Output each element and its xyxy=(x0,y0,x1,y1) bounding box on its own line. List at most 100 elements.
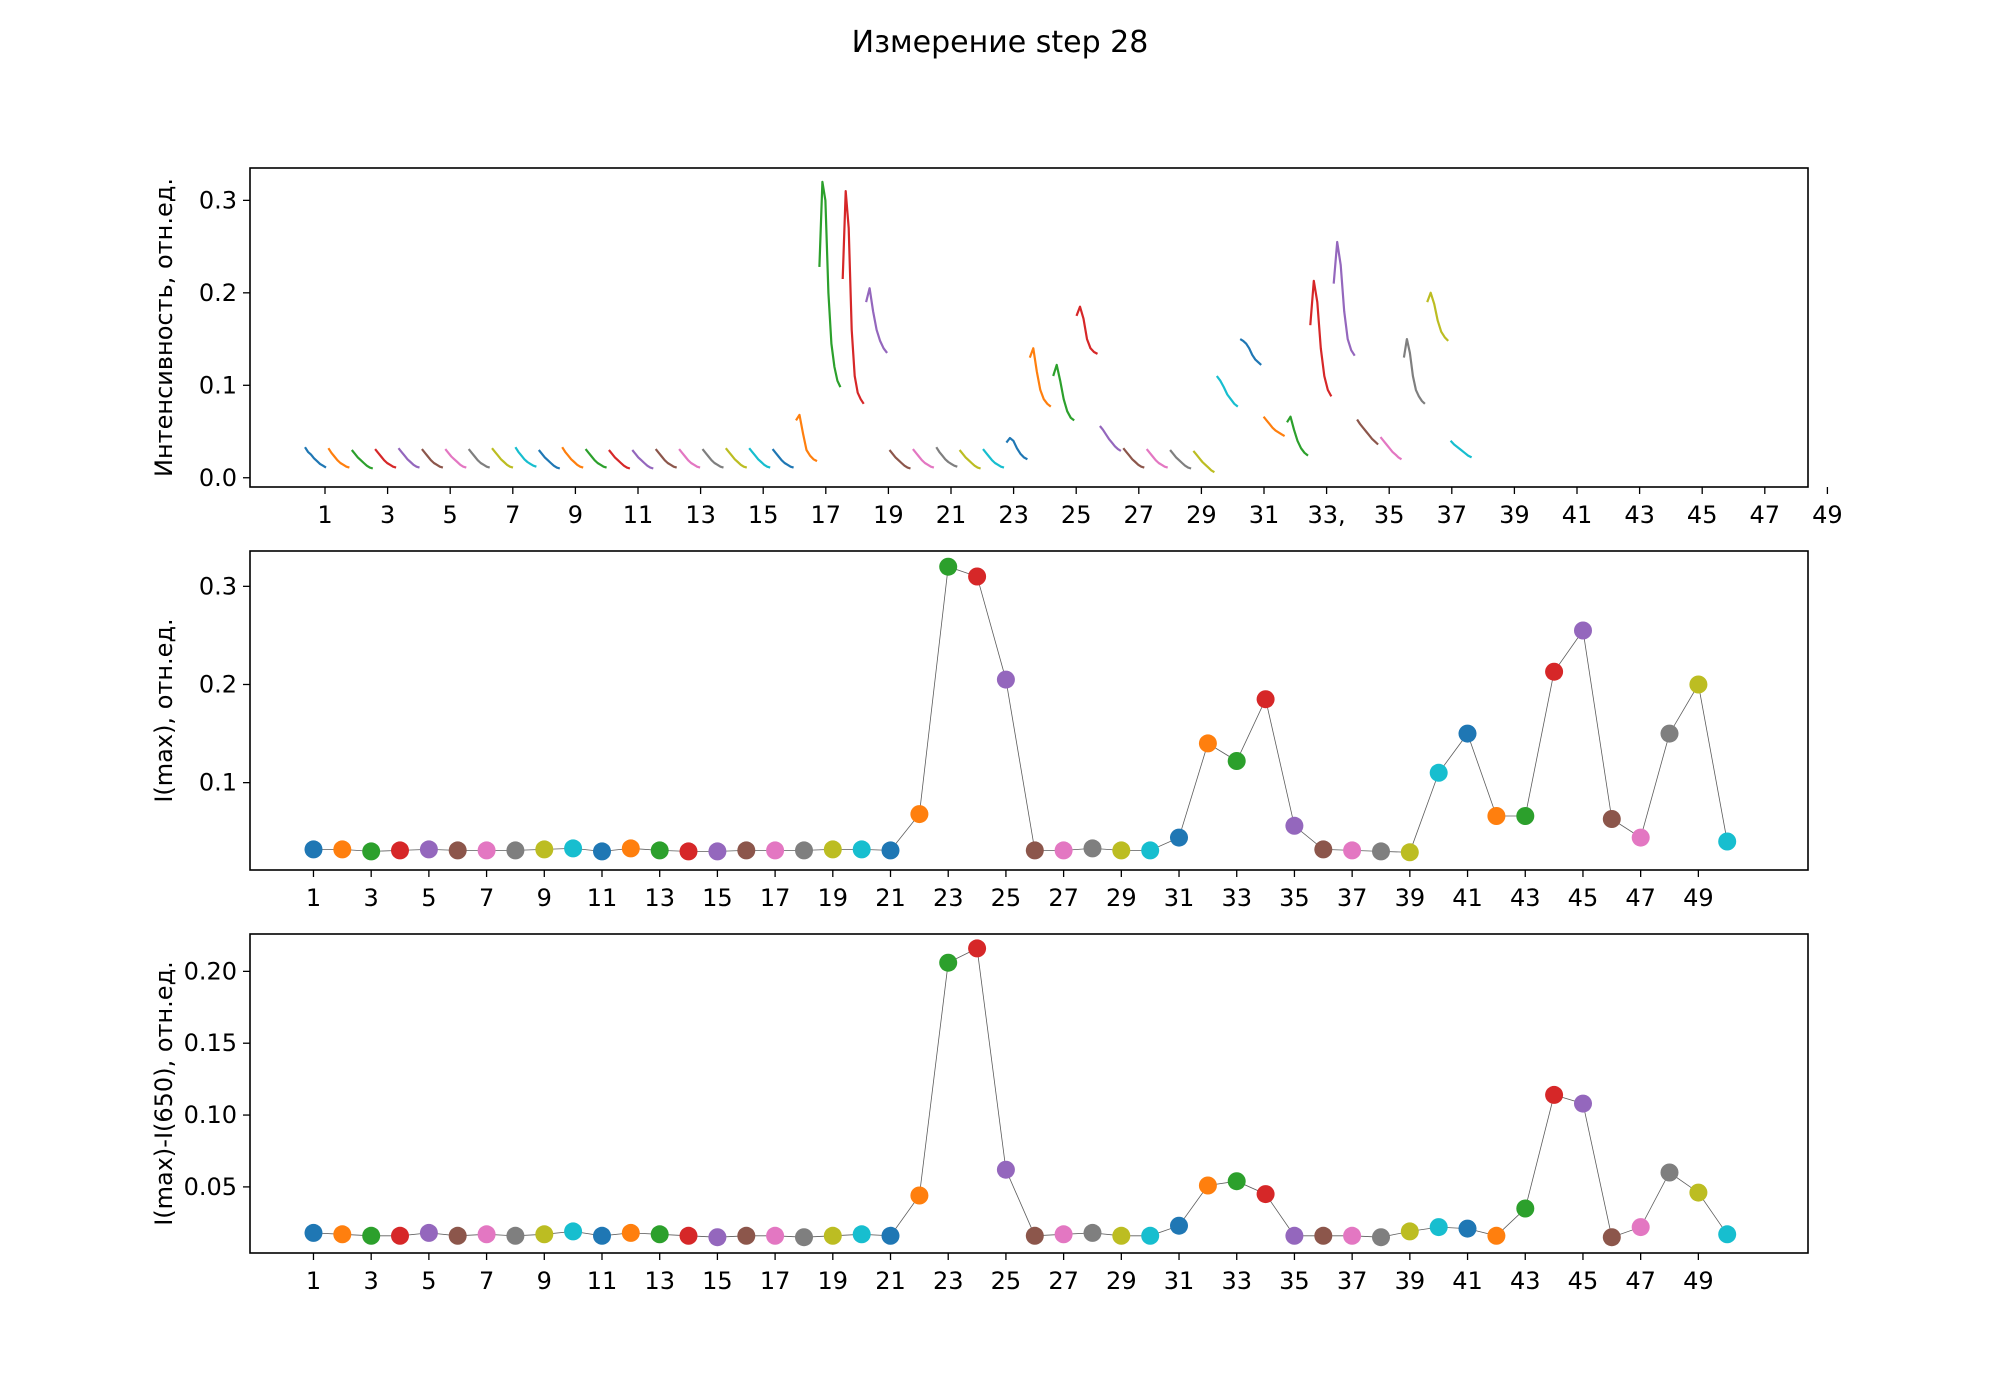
data-point xyxy=(1487,807,1506,825)
x-tick-label: 31 xyxy=(1164,884,1195,912)
y-tick-label: 0.2 xyxy=(199,670,237,698)
y-tick-label: 0.0 xyxy=(199,464,237,492)
x-tick-label: 39 xyxy=(1395,884,1426,912)
data-point xyxy=(1083,1223,1102,1242)
data-point xyxy=(1487,1226,1506,1245)
spectrum-line xyxy=(514,446,537,468)
x-tick-label: 45 xyxy=(1687,501,1718,529)
spectrum-line xyxy=(537,449,561,470)
data-point xyxy=(910,1186,929,1205)
spectrum-line xyxy=(1286,415,1309,457)
spectrum-line xyxy=(467,448,491,469)
data-point xyxy=(593,1226,611,1245)
x-tick-label: 21 xyxy=(875,884,906,912)
data-point xyxy=(737,841,756,860)
data-point xyxy=(650,841,669,860)
x-tick-label: 25 xyxy=(1061,501,1092,529)
data-point xyxy=(650,1225,669,1244)
x-tick-label: 27 xyxy=(1048,884,1079,912)
y-tick-label: 0.10 xyxy=(184,1101,237,1129)
data-point xyxy=(1631,1218,1650,1237)
x-tick-label: 41 xyxy=(1562,501,1593,529)
x-tick-label: 29 xyxy=(1186,501,1217,529)
x-tick-label: 33 xyxy=(1221,1267,1252,1295)
axes-frame xyxy=(249,167,1809,488)
data-point xyxy=(852,840,871,859)
spectrum-line xyxy=(724,447,748,469)
x-tick-label: 49 xyxy=(1812,501,1843,529)
x-tick-label: 5 xyxy=(443,501,458,529)
data-point xyxy=(1054,841,1073,860)
x-tick-label: 25 xyxy=(991,884,1022,912)
data-point xyxy=(910,805,929,824)
spectrum-line xyxy=(1052,363,1075,422)
x-tick-label: 35 xyxy=(1374,501,1405,529)
spectrum-line xyxy=(1239,338,1262,366)
x-tick-label: 37 xyxy=(1337,884,1368,912)
x-tick-label: 23 xyxy=(998,501,1029,529)
data-point xyxy=(852,1225,871,1244)
spectrum-line xyxy=(304,446,327,469)
data-point xyxy=(1458,1219,1477,1238)
data-point xyxy=(1602,1228,1621,1247)
axes-frame xyxy=(249,550,1809,871)
data-point xyxy=(1429,763,1448,782)
x-tick-label: 19 xyxy=(818,1267,849,1295)
data-point xyxy=(1256,690,1275,709)
y-tick-label: 0.2 xyxy=(199,279,237,307)
x-tick-label: 9 xyxy=(568,501,583,529)
data-point xyxy=(391,841,409,860)
x-tick-label: 35 xyxy=(1279,1267,1310,1295)
data-point xyxy=(1429,1218,1448,1237)
data-point xyxy=(766,841,785,860)
x-tick-label: 43 xyxy=(1510,1267,1541,1295)
data-point xyxy=(996,670,1015,689)
spectrum-line xyxy=(1075,305,1099,355)
data-point xyxy=(506,1226,525,1245)
data-point xyxy=(1141,841,1160,860)
axes-frame xyxy=(249,933,1809,1254)
spectrum-line xyxy=(818,180,842,388)
x-tick-label: 37 xyxy=(1337,1267,1368,1295)
data-point xyxy=(679,1226,698,1245)
spectrum-line xyxy=(1122,447,1145,469)
y-tick-label: 0.3 xyxy=(199,572,237,600)
x-tick-label: 7 xyxy=(479,1267,494,1295)
data-point xyxy=(506,841,525,860)
x-tick-label: 47 xyxy=(1625,1267,1656,1295)
data-point xyxy=(1660,724,1679,743)
data-point xyxy=(333,1225,352,1244)
data-point xyxy=(1141,1226,1160,1245)
spectrum-line xyxy=(421,448,444,469)
data-point xyxy=(996,1160,1015,1179)
data-point xyxy=(1227,752,1246,770)
data-point xyxy=(621,1223,640,1242)
x-tick-label: 49 xyxy=(1683,884,1714,912)
x-tick-label: 7 xyxy=(505,501,520,529)
x-tick-label: 39 xyxy=(1499,501,1530,529)
data-point xyxy=(1400,843,1419,862)
data-point xyxy=(304,840,323,859)
x-tick-label: 21 xyxy=(875,1267,906,1295)
spectrum-line xyxy=(865,287,888,354)
data-point xyxy=(1112,841,1131,860)
data-point xyxy=(679,842,698,861)
x-tick-label: 29 xyxy=(1106,884,1137,912)
data-point xyxy=(1314,1226,1333,1245)
spectrum-line xyxy=(1426,291,1449,342)
x-tick-label: 1 xyxy=(306,884,321,912)
spectrum-line xyxy=(327,447,350,469)
y-tick-label: 0.15 xyxy=(184,1029,237,1057)
data-point xyxy=(708,1228,727,1247)
spectrum-line xyxy=(1192,450,1215,474)
data-point xyxy=(1631,828,1650,847)
spectrum-line xyxy=(1169,449,1192,470)
data-point xyxy=(593,842,611,861)
spectrum-line xyxy=(584,448,607,469)
data-point xyxy=(968,567,987,586)
y-tick-label: 0.3 xyxy=(199,186,237,214)
spectrum-line xyxy=(1099,425,1122,452)
data-point xyxy=(1083,839,1102,858)
data-point xyxy=(968,939,987,958)
